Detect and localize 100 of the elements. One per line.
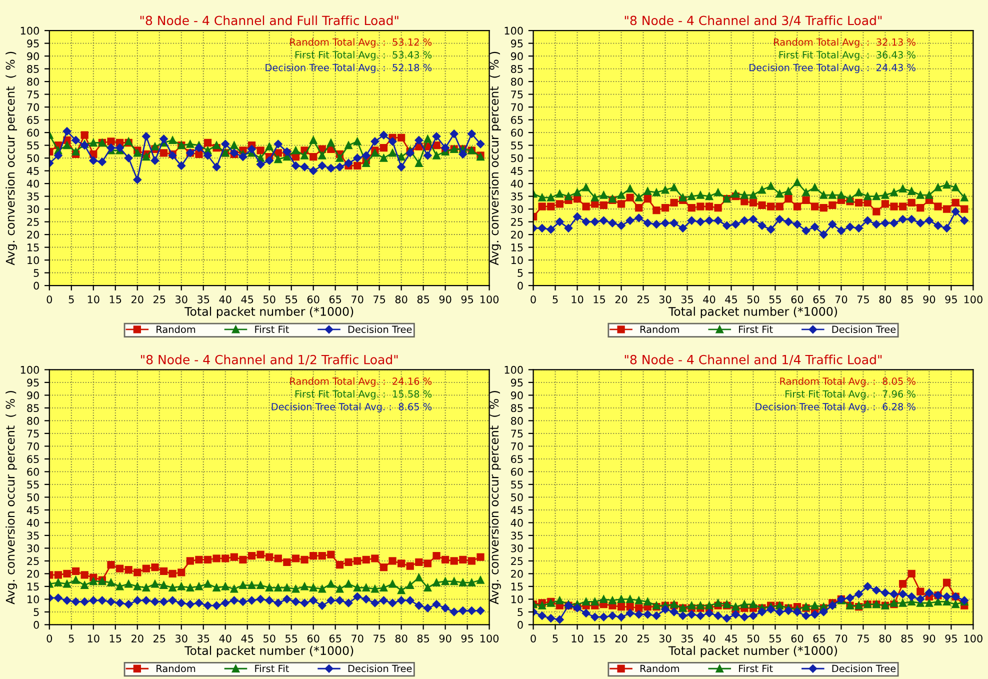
- x-tick-label: 30: [176, 295, 188, 304]
- annotation: Random Total Avg. : 53.12 %: [290, 38, 432, 48]
- y-tick-label: 75: [511, 90, 523, 98]
- x-tick-label: 45: [725, 634, 737, 642]
- y-tick-label: 10: [28, 256, 39, 264]
- x-tick-label: 100: [964, 634, 982, 642]
- y-axis-title: Avg. conversion occur percent ( % ): [489, 390, 501, 604]
- y-tick-label: 80: [511, 78, 523, 86]
- y-tick-label: 50: [27, 493, 39, 502]
- x-tick-label: 10: [88, 295, 100, 304]
- x-tick-label: 25: [154, 295, 166, 304]
- y-tick-label: 45: [510, 506, 523, 514]
- x-tick-label: 85: [901, 295, 913, 304]
- y-tick-label: 5: [518, 608, 523, 616]
- y-tick-label: 85: [511, 65, 523, 73]
- y-tick-label: 45: [26, 506, 39, 514]
- y-tick-label: 15: [511, 582, 523, 591]
- y-tick-label: 90: [27, 391, 39, 400]
- legend-label: Random: [156, 664, 196, 672]
- y-tick-label: 65: [27, 455, 39, 464]
- x-tick-label: 50: [264, 634, 276, 642]
- legend-label: First Fit: [739, 664, 773, 672]
- x-tick-label: 5: [68, 296, 74, 304]
- x-tick-label: 75: [374, 634, 386, 642]
- y-tick-label: 25: [511, 218, 523, 226]
- y-tick-label: 65: [511, 116, 523, 124]
- x-tick-label: 50: [747, 634, 760, 642]
- y-tick-label: 0: [518, 282, 523, 290]
- y-tick-label: 90: [27, 52, 39, 60]
- y-tick-label: 75: [511, 430, 523, 438]
- y-tick-label: 65: [511, 455, 523, 464]
- y-tick-label: 100: [504, 26, 523, 35]
- y-tick-label: 70: [511, 103, 523, 112]
- x-tick-label: 60: [307, 295, 320, 304]
- x-tick-label: 55: [286, 296, 298, 304]
- y-tick-label: 40: [26, 180, 39, 188]
- annotation: First Fit Total Avg. : 7.96 %: [786, 390, 916, 400]
- x-tick-label: 25: [154, 634, 166, 642]
- y-tick-label: 15: [28, 244, 39, 252]
- x-tick-label: 20: [132, 295, 144, 304]
- y-tick-label: 25: [511, 557, 523, 566]
- x-axis-title: Total packet number (*1000): [668, 646, 838, 658]
- x-tick-label: 95: [945, 634, 957, 642]
- x-tick-label: 10: [572, 634, 584, 642]
- x-tick-label: 100: [964, 295, 982, 304]
- y-tick-label: 90: [510, 52, 523, 60]
- x-tick-label: 95: [945, 295, 957, 304]
- x-tick-label: 0: [530, 295, 536, 304]
- x-tick-label: 15: [594, 634, 605, 642]
- y-tick-label: 45: [26, 167, 39, 175]
- y-tick-label: 40: [26, 518, 39, 527]
- x-tick-label: 25: [637, 634, 649, 642]
- legend-label: Decision Tree: [832, 326, 896, 334]
- y-tick-label: 20: [27, 570, 39, 578]
- legend-label: First Fit: [739, 326, 773, 334]
- legend-label: First Fit: [255, 664, 289, 672]
- y-tick-label: 65: [27, 116, 39, 124]
- y-tick-label: 5: [518, 269, 523, 277]
- x-tick-label: 85: [901, 634, 913, 642]
- chart-title: "8 Node - 4 Channel and 3/4 Traffic Load": [624, 16, 882, 26]
- chart-title: "8 Node - 4 Channel and 1/4 Traffic Load": [624, 354, 882, 366]
- y-tick-label: 35: [511, 532, 523, 540]
- x-tick-label: 65: [329, 295, 342, 304]
- x-tick-label: 5: [552, 296, 558, 304]
- annotation: Random Total Avg. : 32.13 %: [774, 38, 916, 48]
- x-tick-label: 70: [835, 634, 848, 642]
- x-tick-label: 80: [879, 295, 892, 304]
- annotation: Random Total Avg. : 8.05 %: [780, 377, 916, 387]
- y-tick-label: 85: [27, 65, 39, 73]
- x-tick-label: 75: [857, 634, 869, 642]
- x-tick-label: 0: [46, 634, 52, 642]
- y-tick-label: 5: [34, 269, 39, 277]
- x-tick-label: 0: [46, 295, 52, 304]
- y-tick-label: 100: [20, 366, 39, 374]
- x-tick-label: 15: [594, 296, 605, 304]
- legend-label: Decision Tree: [832, 664, 896, 672]
- x-tick-label: 80: [395, 634, 408, 642]
- y-tick-label: 60: [511, 468, 523, 476]
- y-tick-label: 20: [27, 230, 39, 239]
- y-tick-label: 10: [28, 595, 39, 604]
- x-tick-label: 70: [352, 634, 364, 642]
- x-tick-label: 5: [68, 634, 74, 642]
- y-tick-label: 40: [510, 180, 523, 188]
- x-tick-label: 90: [439, 634, 452, 642]
- x-tick-label: 0: [530, 634, 536, 642]
- y-tick-label: 0: [518, 620, 523, 629]
- x-tick-label: 40: [219, 295, 232, 304]
- y-tick-label: 80: [511, 416, 523, 425]
- x-tick-label: 60: [791, 634, 804, 642]
- x-tick-label: 90: [923, 634, 936, 642]
- x-tick-label: 30: [176, 634, 188, 642]
- x-tick-label: 95: [461, 295, 474, 304]
- y-axis-title: Avg. conversion occur percent ( % ): [6, 52, 18, 266]
- x-axis-title: Total packet number (*1000): [668, 306, 838, 318]
- chart-title: "8 Node - 4 Channel and 1/2 Traffic Load": [141, 354, 398, 366]
- x-tick-label: 35: [198, 634, 210, 642]
- y-tick-label: 0: [34, 282, 39, 290]
- x-tick-label: 90: [923, 295, 936, 304]
- y-axis-title: Avg. conversion occur percent ( % ): [6, 390, 18, 604]
- y-tick-label: 35: [27, 532, 39, 540]
